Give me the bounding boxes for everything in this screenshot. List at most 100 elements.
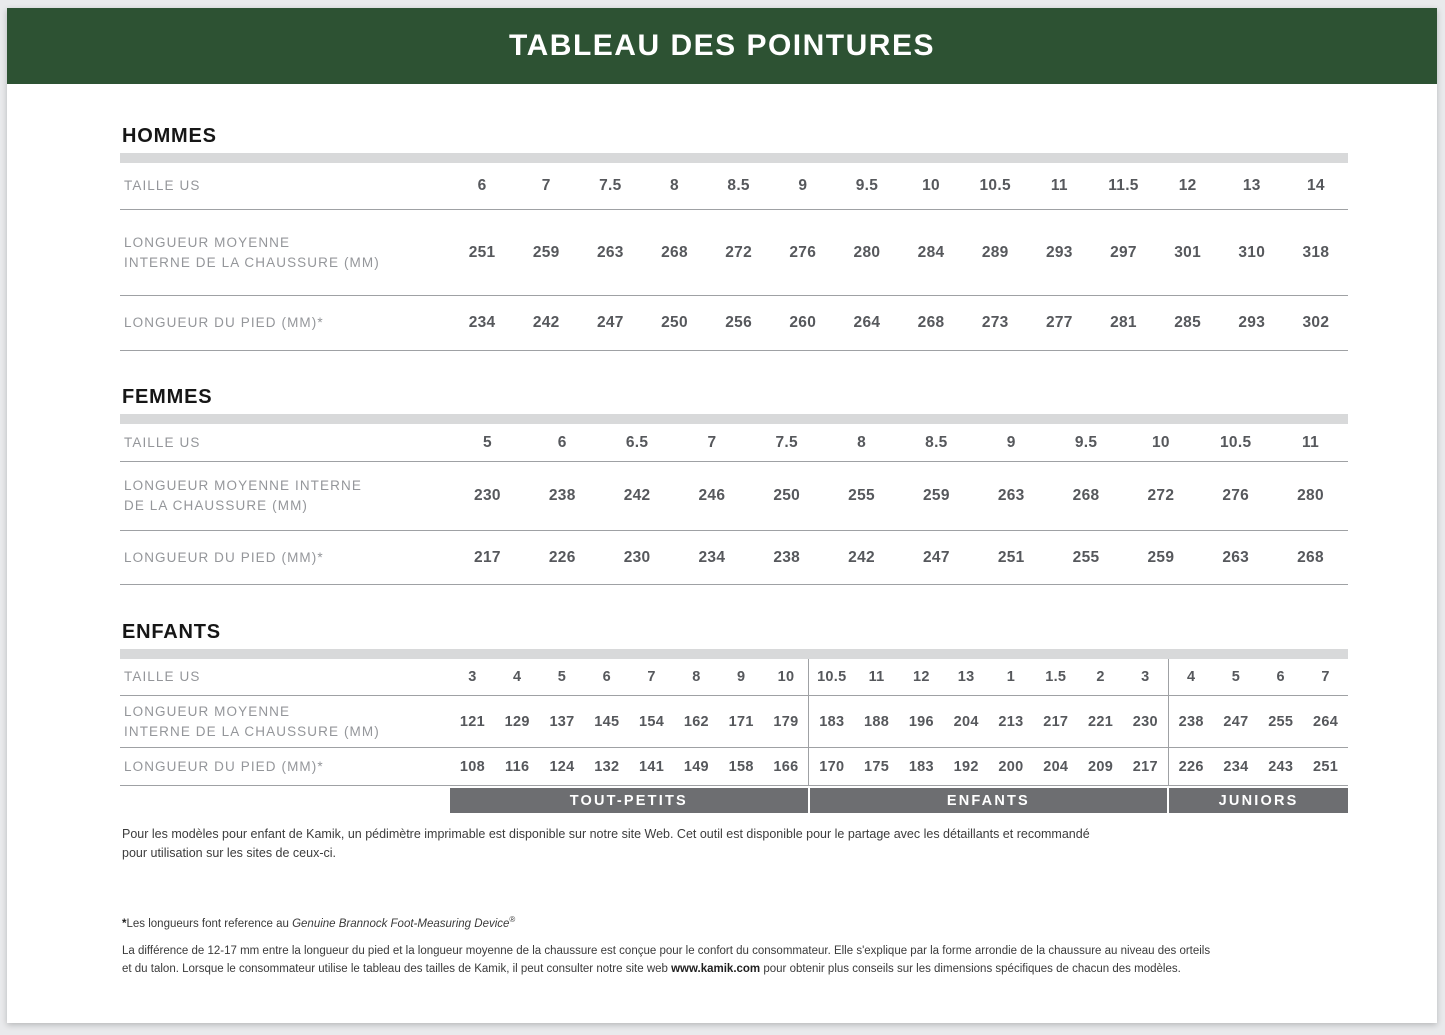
row-label-longueur-pied: LONGUEUR DU PIED (MM)* [124, 315, 324, 331]
size-header-cell: 9 [1006, 433, 1016, 451]
size-header-cell: 9 [798, 177, 808, 194]
note-line2: pour utilisation sur les sites de ceux-c… [122, 846, 336, 861]
value-cell: 264 [1312, 713, 1339, 730]
value-cell: 238 [1167, 696, 1214, 747]
enfants-table: TAILLE US 3 4 5 6 7 8 9 10 10.5 11 12 13 1 1.5 2 3 4 5 6 7 LO… [120, 659, 1348, 786]
value-cell: 158 [728, 758, 754, 775]
value-cell: 234 [698, 548, 726, 566]
section-divider-band [120, 414, 1348, 424]
size-header-cell: 6 [1276, 669, 1285, 685]
size-header-cell: 13 [957, 669, 975, 685]
size-header-cell: 8 [670, 177, 679, 194]
size-header-cell: 1.5 [1045, 669, 1067, 685]
size-header-cell: 8.5 [925, 433, 948, 451]
size-header-cell: 6 [602, 669, 611, 685]
size-header-cell: 6 [477, 177, 487, 194]
value-cell: 238 [773, 548, 801, 566]
value-cell: 121 [459, 713, 485, 730]
value-cell: 318 [1302, 243, 1330, 261]
size-header-cell: 11.5 [1108, 177, 1139, 194]
value-cell: 221 [1088, 713, 1114, 730]
value-cell: 280 [853, 243, 881, 261]
size-header-cell: 10 [922, 177, 940, 194]
value-cell: 272 [725, 243, 753, 261]
value-cell: 250 [661, 314, 688, 331]
hommes-table: TAILLE US 6 7 7.5 8 8.5 9 9.5 10 10.5 11 11.5 12 13 14… [120, 163, 1348, 351]
value-cell: 242 [532, 314, 560, 331]
value-cell: 297 [1110, 243, 1137, 261]
value-cell: 260 [789, 314, 817, 331]
value-cell: 247 [1223, 713, 1249, 730]
value-cell: 246 [698, 487, 726, 504]
size-header-cell: 6.5 [625, 433, 649, 451]
age-group-label-juniors: JUNIORS [1167, 788, 1348, 813]
footnote-brannock: *Les longueurs font reference au Genuine… [122, 914, 1348, 933]
row-taille-us: TAILLE US 6 7 7.5 8 8.5 9 9.5 10 10.5 11 11.5 12 13 14 [120, 163, 1348, 210]
row-longueur-pied: LONGUEUR DU PIED (MM)* 234 242 247 250 256 260… [120, 296, 1348, 351]
brannock-device-name: Genuine Brannock Foot-Measuring Device [292, 917, 510, 930]
value-cell: 285 [1174, 314, 1201, 331]
section-enfants: ENFANTS TAILLE US 3 4 5 6 7 8 9 10 10.5 11 12 13 1 1.5… [120, 621, 1348, 813]
size-header-cell: 5 [482, 433, 492, 451]
children-pedometer-note: Pour les modèles pour enfant de Kamik, u… [122, 825, 1348, 864]
chart-header-bar: TABLEAU DES POINTURES [7, 8, 1437, 84]
section-divider-band [120, 649, 1348, 659]
value-cell: 255 [1268, 713, 1294, 730]
value-cell: 149 [683, 758, 709, 775]
value-cell: 256 [725, 314, 753, 331]
age-group-label-enfants: ENFANTS [807, 788, 1168, 813]
value-cell: 263 [596, 243, 624, 261]
value-cell: 188 [864, 713, 890, 730]
size-header-cell: 10.5 [979, 177, 1011, 194]
size-header-cell: 4 [513, 669, 522, 685]
row-label-longueur-interne: LONGUEUR MOYENNE INTERNE DE LA CHAUSSURE … [124, 478, 362, 513]
value-cell: 124 [549, 758, 575, 775]
value-cell: 284 [917, 243, 945, 261]
value-cell: 251 [997, 548, 1025, 566]
size-header-cell: 10 [1151, 433, 1170, 451]
footnote-marker: * [122, 917, 127, 930]
row-longueur-pied: LONGUEUR DU PIED (MM)* 108 116 124 132 141 149… [120, 748, 1348, 786]
value-cell: 145 [594, 713, 620, 730]
value-cell: 129 [504, 713, 530, 730]
size-header-cell: 9.5 [1074, 433, 1098, 451]
size-header-cell: 12 [1178, 177, 1197, 194]
value-cell: 192 [953, 758, 979, 775]
value-cell: 226 [1167, 748, 1214, 785]
footnote-difference-line2: et du talon. Lorsque le consommateur uti… [122, 963, 672, 976]
value-cell: 302 [1302, 314, 1330, 331]
value-cell: 273 [981, 314, 1009, 331]
value-cell: 242 [623, 487, 651, 504]
value-cell: 268 [1297, 548, 1324, 566]
value-cell: 263 [997, 487, 1025, 504]
femmes-table: TAILLE US 5 6 6.5 7 7.5 8 8.5 9 9.5 10 10.5 11 LONGUE… [120, 424, 1348, 585]
value-cell: 154 [639, 713, 665, 730]
value-cell: 166 [773, 758, 799, 775]
size-header-cell: 7.5 [599, 177, 622, 194]
size-header-cell: 5 [557, 669, 567, 685]
value-cell: 289 [981, 243, 1009, 261]
value-cell: 132 [594, 758, 620, 775]
kamik-website-link[interactable]: www.kamik.com [671, 963, 761, 976]
row-label-longueur-pied: LONGUEUR DU PIED (MM)* [124, 758, 324, 774]
value-cell: 263 [1222, 548, 1250, 566]
registered-mark: ® [509, 914, 516, 924]
row-label-taille-us: TAILLE US [124, 434, 201, 450]
row-taille-us: TAILLE US 3 4 5 6 7 8 9 10 10.5 11 12 13 1 1.5 2 3 4 5 6 7 [120, 659, 1348, 696]
size-header-cell: 9 [736, 669, 746, 685]
value-cell: 259 [1147, 548, 1175, 566]
value-cell: 247 [596, 314, 624, 331]
value-cell: 175 [864, 758, 890, 775]
value-cell: 183 [808, 696, 854, 747]
value-cell: 250 [773, 487, 801, 504]
size-header-cell: 9.5 [855, 177, 879, 194]
size-header-cell: 13 [1242, 177, 1261, 194]
section-hommes: HOMMES TAILLE US 6 7 7.5 8 8.5 9 9.5 10 10.5 11 11.… [120, 125, 1348, 351]
value-cell: 293 [1238, 314, 1266, 331]
row-longueur-interne: LONGUEUR MOYENNE INTERNE DE LA CHAUSSURE … [120, 462, 1348, 531]
note-line1: Pour les modèles pour enfant de Kamik, u… [122, 827, 1090, 841]
value-cell: 243 [1268, 758, 1294, 775]
value-cell: 277 [1045, 314, 1073, 331]
size-header-cell: 7 [541, 177, 551, 194]
size-header-cell: 11 [1302, 433, 1320, 451]
